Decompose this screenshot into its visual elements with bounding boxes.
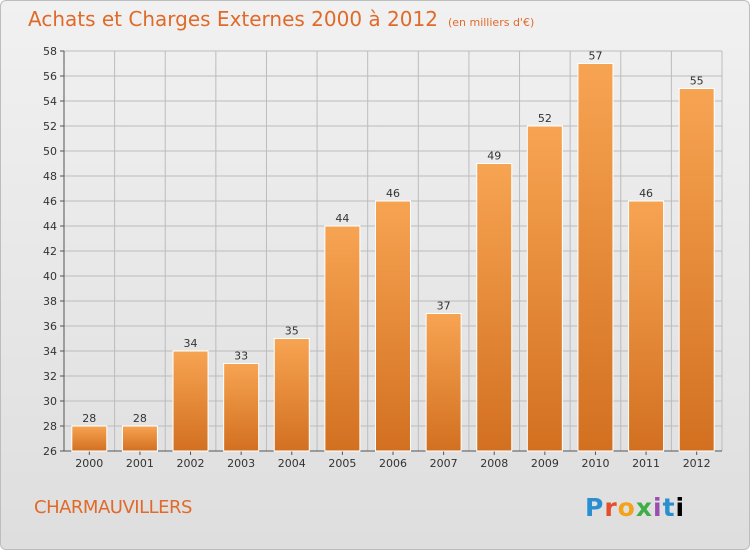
bar-2006 [375, 200, 411, 452]
chart-title-block: Achats et Charges Externes 2000 à 2012 (e… [28, 7, 534, 31]
y-tick-label: 46 [43, 195, 57, 208]
value-label-2007: 37 [437, 300, 451, 313]
value-label-2010: 57 [588, 50, 602, 63]
y-tick-label: 44 [43, 220, 57, 233]
bar-2002 [172, 350, 209, 452]
value-label-2012: 55 [690, 75, 704, 88]
y-tick-label: 26 [43, 445, 57, 458]
commune-name: CHARMAUVILLERS [34, 497, 192, 518]
bar-2010 [577, 63, 614, 452]
value-label-2001: 28 [133, 412, 147, 425]
y-tick-label: 56 [43, 70, 57, 83]
y-tick-label: 58 [43, 45, 57, 58]
y-tick-label: 50 [43, 145, 57, 158]
x-tick-label-2009: 2009 [531, 457, 559, 470]
x-tick-label-2008: 2008 [480, 457, 508, 470]
x-tick-label-2002: 2002 [177, 457, 205, 470]
chart-title: Achats et Charges Externes 2000 à 2012 [28, 7, 438, 31]
y-tick-label: 28 [43, 420, 57, 433]
x-tick-label-2003: 2003 [227, 457, 255, 470]
logo-letter: r [604, 493, 618, 522]
y-tick-label: 30 [43, 395, 57, 408]
y-tick-label: 48 [43, 170, 57, 183]
bar-2005 [324, 225, 361, 452]
y-tick-label: 38 [43, 295, 57, 308]
x-tick-label-2005: 2005 [328, 457, 356, 470]
bar-2011 [628, 200, 665, 452]
logo-letter: o [617, 493, 636, 522]
value-label-2011: 46 [639, 187, 653, 200]
x-tick-label-2004: 2004 [278, 457, 306, 470]
bar-2008 [476, 163, 513, 452]
logo-letter: t [662, 493, 676, 522]
value-label-2009: 52 [538, 112, 552, 125]
bar-2003 [223, 363, 260, 452]
value-label-2002: 34 [184, 337, 198, 350]
logo-letter: P [585, 493, 605, 522]
value-label-2005: 44 [335, 212, 349, 225]
bar-2012 [678, 88, 715, 452]
y-tick-label: 34 [43, 345, 57, 358]
chart-subtitle: (en milliers d'€) [447, 16, 535, 29]
x-tick-label-2006: 2006 [379, 457, 407, 470]
x-tick-label-2001: 2001 [126, 457, 154, 470]
y-tick-label: 40 [43, 270, 57, 283]
proxiti-logo: Proxiti [585, 493, 685, 522]
bar-2004 [273, 338, 310, 452]
y-tick-label: 52 [43, 120, 57, 133]
labels: 26 28 30 32 34 36 38 40 42 44 46 48 50 52 54 56 58 28 2000… [43, 45, 711, 470]
value-label-2006: 46 [386, 187, 400, 200]
x-tick-label-2000: 2000 [75, 457, 103, 470]
y-tick-label: 32 [43, 370, 57, 383]
value-label-2008: 49 [487, 150, 501, 163]
value-label-2003: 33 [234, 350, 248, 363]
x-tick-label-2007: 2007 [430, 457, 458, 470]
logo-letter: x [635, 493, 653, 522]
bar-2009 [526, 125, 563, 452]
x-tick-label-2012: 2012 [683, 457, 711, 470]
logo-letter: i [653, 493, 663, 522]
x-tick-label-2011: 2011 [632, 457, 660, 470]
y-tick-label: 54 [43, 95, 57, 108]
y-tick-label: 36 [43, 320, 57, 333]
logo-letter: i [675, 493, 686, 522]
value-label-2004: 35 [285, 325, 299, 338]
x-tick-label-2010: 2010 [581, 457, 609, 470]
bar-2001 [121, 425, 158, 452]
value-label-2000: 28 [82, 412, 96, 425]
y-tick-label: 42 [43, 245, 57, 258]
bars [71, 63, 715, 452]
bar-2007 [425, 313, 462, 452]
bar-2000 [71, 425, 108, 452]
